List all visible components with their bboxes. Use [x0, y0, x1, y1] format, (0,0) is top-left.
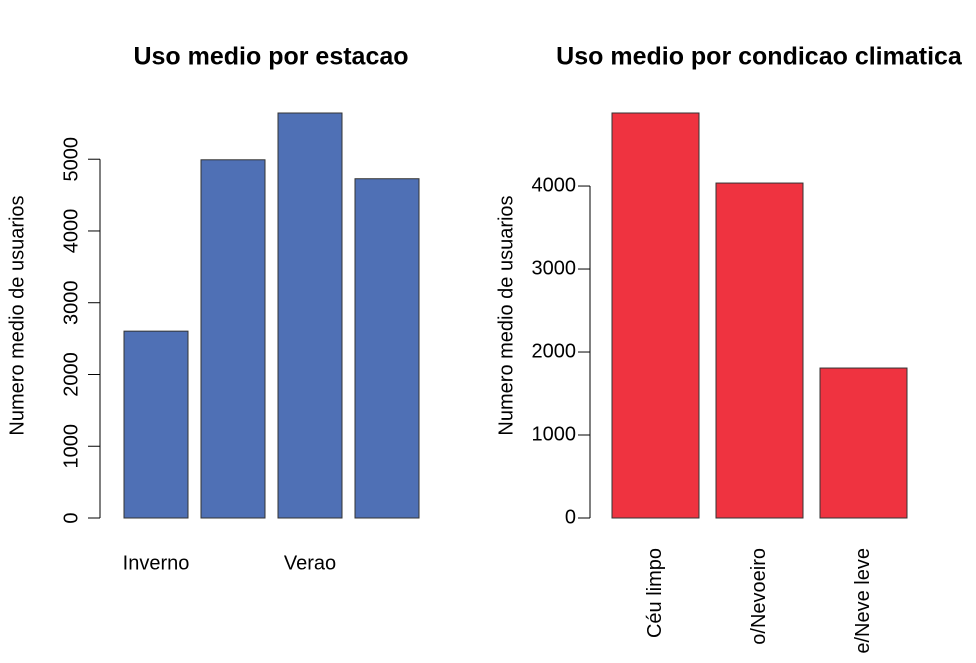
y-tick-label: 2000 — [532, 340, 577, 362]
x-tick-label: Inverno — [123, 552, 190, 574]
x-tick-label: o/Nevoeiro — [748, 548, 770, 645]
y-tick-label: 2000 — [60, 352, 82, 397]
x-tick-label: e/Neve leve — [852, 548, 874, 654]
bar — [123, 330, 189, 519]
bar — [277, 112, 343, 519]
bar — [819, 367, 908, 519]
y-tick-label: 5000 — [60, 137, 82, 182]
x-tick-label: Céu limpo — [644, 548, 666, 638]
y-axis-label: Numero medio de usuarios — [6, 195, 28, 435]
x-tick-label: Verao — [284, 552, 336, 574]
bar — [611, 112, 700, 519]
y-tick-label: 0 — [60, 512, 82, 523]
y-tick-label: 4000 — [60, 209, 82, 254]
bar — [200, 159, 266, 519]
y-tick-label: 3000 — [60, 280, 82, 325]
chart-title: Uso medio por condicao climatica — [556, 43, 963, 71]
y-tick-label: 0 — [565, 506, 576, 528]
y-tick-label: 3000 — [532, 257, 577, 279]
y-tick-label: 4000 — [532, 174, 577, 196]
y-tick-label: 1000 — [532, 423, 577, 445]
y-axis-label: Numero medio de usuarios — [495, 195, 517, 435]
bar — [354, 178, 420, 519]
y-tick-label: 1000 — [60, 424, 82, 469]
bar — [715, 182, 804, 519]
chart-title: Uso medio por estacao — [133, 43, 408, 71]
